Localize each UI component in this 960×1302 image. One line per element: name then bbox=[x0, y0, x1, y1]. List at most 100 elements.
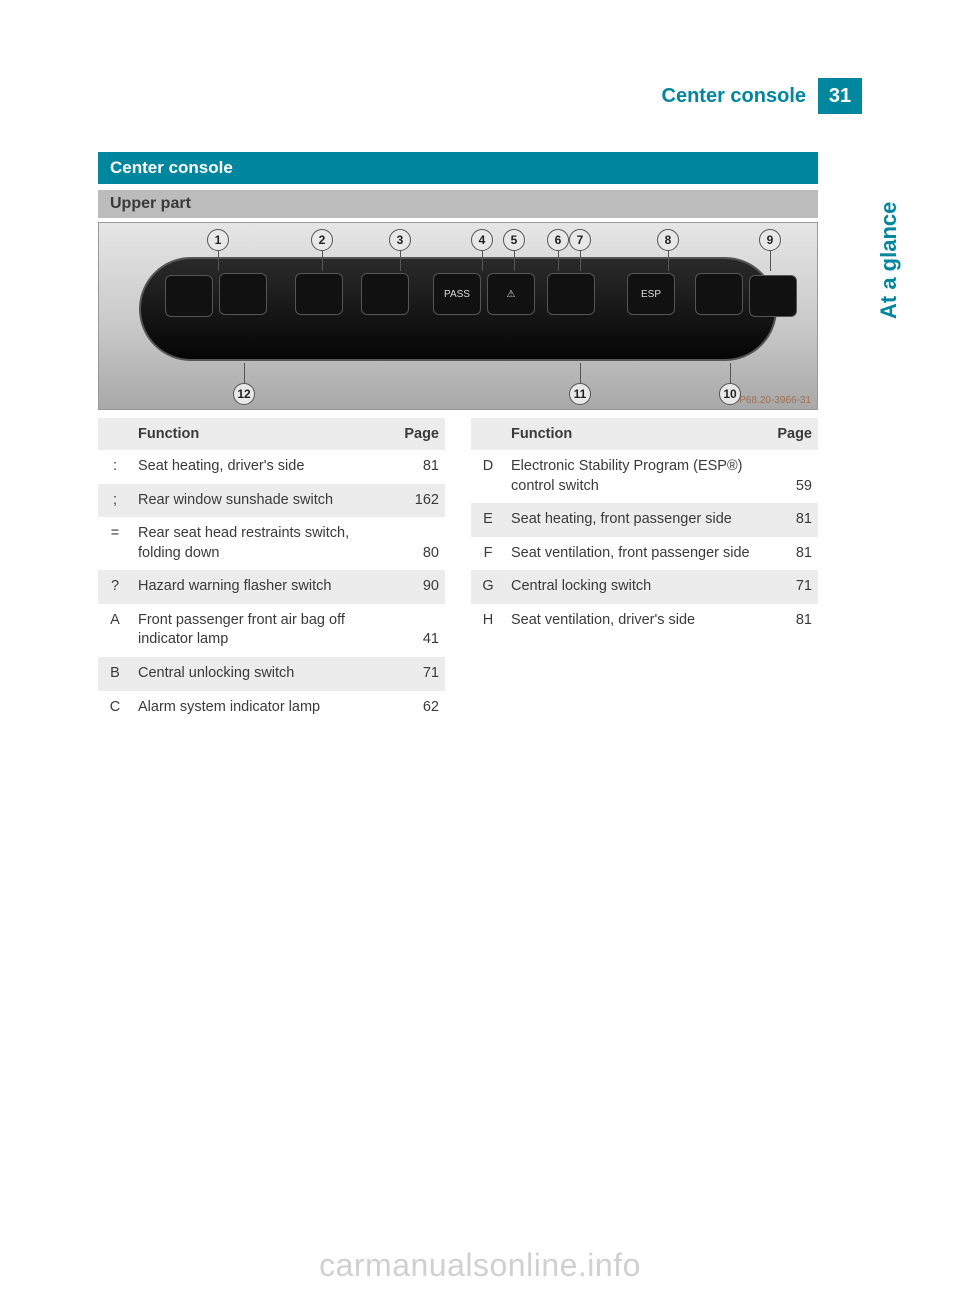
table-row: FSeat ventilation, front passenger side8… bbox=[471, 537, 818, 571]
page-header: Center console 31 bbox=[98, 78, 862, 114]
callout-line bbox=[482, 249, 483, 271]
callout-line bbox=[218, 249, 219, 271]
watermark-text: carmanualsonline.info bbox=[0, 1247, 960, 1284]
section-heading: Center console bbox=[98, 152, 818, 184]
callout-marker: 11 bbox=[569, 383, 591, 405]
right-table-container: Function Page DElectronic Stability Prog… bbox=[471, 418, 818, 724]
table-row: BCentral unlocking switch71 bbox=[98, 657, 445, 691]
row-function: Seat heating, driver's side bbox=[132, 450, 391, 484]
row-function: Rear seat head restraints switch, foldin… bbox=[132, 517, 391, 570]
row-page: 81 bbox=[764, 503, 818, 537]
row-key: H bbox=[471, 604, 505, 638]
console-button bbox=[547, 273, 595, 315]
console-button: PASS bbox=[433, 273, 481, 315]
table-row: GCentral locking switch71 bbox=[471, 570, 818, 604]
row-key: ; bbox=[98, 484, 132, 518]
row-function: Rear window sunshade switch bbox=[132, 484, 391, 518]
row-function: Central locking switch bbox=[505, 570, 764, 604]
table-row: AFront passenger front air bag off indic… bbox=[98, 604, 445, 657]
function-tables: Function Page :Seat heating, driver's si… bbox=[98, 418, 818, 724]
console-button bbox=[361, 273, 409, 315]
callout-marker: 6 bbox=[547, 229, 569, 251]
callout-line bbox=[580, 363, 581, 385]
callout-marker: 10 bbox=[719, 383, 741, 405]
row-key: B bbox=[98, 657, 132, 691]
callout-marker: 3 bbox=[389, 229, 411, 251]
row-key: E bbox=[471, 503, 505, 537]
row-key: : bbox=[98, 450, 132, 484]
callout-line bbox=[558, 249, 559, 271]
subsection-heading: Upper part bbox=[98, 190, 818, 218]
row-key: A bbox=[98, 604, 132, 657]
callout-marker: 1 bbox=[207, 229, 229, 251]
callout-marker: 12 bbox=[233, 383, 255, 405]
row-page: 71 bbox=[764, 570, 818, 604]
blank-header bbox=[471, 418, 505, 450]
row-page: 41 bbox=[391, 604, 445, 657]
page-header: Page bbox=[391, 418, 445, 450]
row-function: Electronic Stability Program (ESP®) cont… bbox=[505, 450, 764, 503]
row-key: C bbox=[98, 691, 132, 725]
row-function: Seat ventilation, driver's side bbox=[505, 604, 764, 638]
row-page: 81 bbox=[764, 537, 818, 571]
table-row: ESeat heating, front passenger side81 bbox=[471, 503, 818, 537]
header-title: Center console bbox=[98, 78, 818, 114]
page-header: Page bbox=[764, 418, 818, 450]
side-tab-label: At a glance bbox=[876, 180, 906, 340]
row-key: G bbox=[471, 570, 505, 604]
left-table: Function Page :Seat heating, driver's si… bbox=[98, 418, 445, 724]
page-content: Center console 31 Center console Upper p… bbox=[98, 78, 862, 724]
right-table: Function Page DElectronic Stability Prog… bbox=[471, 418, 818, 637]
console-button bbox=[295, 273, 343, 315]
row-page: 90 bbox=[391, 570, 445, 604]
console-button: ⚠ bbox=[487, 273, 535, 315]
callout-marker: 8 bbox=[657, 229, 679, 251]
row-page: 59 bbox=[764, 450, 818, 503]
row-key: ? bbox=[98, 570, 132, 604]
callout-line bbox=[322, 249, 323, 271]
callout-line bbox=[244, 363, 245, 385]
callout-marker: 7 bbox=[569, 229, 591, 251]
table-row: :Seat heating, driver's side81 bbox=[98, 450, 445, 484]
console-diagram: P68.20-3966-31 PASS⚠ESP123456789121110 bbox=[98, 222, 818, 410]
console-button bbox=[749, 275, 797, 317]
row-function: Hazard warning flasher switch bbox=[132, 570, 391, 604]
row-function: Front passenger front air bag off indica… bbox=[132, 604, 391, 657]
left-table-container: Function Page :Seat heating, driver's si… bbox=[98, 418, 445, 724]
table-row: CAlarm system indicator lamp62 bbox=[98, 691, 445, 725]
callout-marker: 4 bbox=[471, 229, 493, 251]
row-page: 162 bbox=[391, 484, 445, 518]
page-number: 31 bbox=[818, 78, 862, 114]
callout-marker: 5 bbox=[503, 229, 525, 251]
callout-marker: 2 bbox=[311, 229, 333, 251]
row-function: Alarm system indicator lamp bbox=[132, 691, 391, 725]
console-button: ESP bbox=[627, 273, 675, 315]
row-page: 81 bbox=[391, 450, 445, 484]
table-row: DElectronic Stability Program (ESP®) con… bbox=[471, 450, 818, 503]
row-page: 62 bbox=[391, 691, 445, 725]
callout-line bbox=[730, 363, 731, 385]
callout-line bbox=[514, 249, 515, 271]
row-page: 71 bbox=[391, 657, 445, 691]
row-page: 80 bbox=[391, 517, 445, 570]
function-header: Function bbox=[132, 418, 391, 450]
function-header: Function bbox=[505, 418, 764, 450]
callout-line bbox=[668, 249, 669, 271]
callout-marker: 9 bbox=[759, 229, 781, 251]
console-button bbox=[695, 273, 743, 315]
table-row: =Rear seat head restraints switch, foldi… bbox=[98, 517, 445, 570]
row-key: D bbox=[471, 450, 505, 503]
row-key: F bbox=[471, 537, 505, 571]
table-row: ;Rear window sunshade switch162 bbox=[98, 484, 445, 518]
callout-line bbox=[580, 249, 581, 271]
console-button bbox=[219, 273, 267, 315]
row-function: Seat heating, front passenger side bbox=[505, 503, 764, 537]
blank-header bbox=[98, 418, 132, 450]
row-function: Central unlocking switch bbox=[132, 657, 391, 691]
row-function: Seat ventilation, front passenger side bbox=[505, 537, 764, 571]
diagram-code: P68.20-3966-31 bbox=[739, 395, 811, 406]
row-page: 81 bbox=[764, 604, 818, 638]
console-button bbox=[165, 275, 213, 317]
callout-line bbox=[400, 249, 401, 271]
table-row: ?Hazard warning flasher switch90 bbox=[98, 570, 445, 604]
